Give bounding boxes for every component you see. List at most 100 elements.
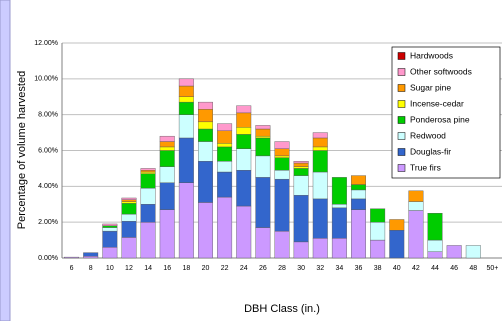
- y-tick-label: 2.00%: [38, 219, 58, 226]
- bar-segment: [140, 170, 156, 173]
- x-tick-label: 22: [221, 265, 229, 272]
- bar-segment: [217, 196, 233, 259]
- bar-segment: [274, 141, 290, 149]
- bar-segment: [159, 209, 175, 259]
- bar-segment: [159, 141, 175, 148]
- legend-label: Other softwoods: [410, 66, 472, 76]
- bar-segment: [465, 245, 481, 259]
- legend-swatch: [397, 52, 406, 60]
- bar-segment: [198, 109, 213, 123]
- x-tick-label: 18: [182, 265, 190, 272]
- bar-segment: [331, 204, 347, 209]
- x-tick-label: 42: [412, 265, 420, 272]
- bar-segment: [312, 146, 328, 151]
- x-tick-label: 28: [278, 265, 286, 272]
- bar-segment: [121, 213, 137, 222]
- bar-segment: [159, 166, 175, 183]
- x-tick-label: 50+: [486, 265, 498, 272]
- legend-label: True firs: [410, 162, 441, 172]
- bar-segment: [274, 155, 290, 158]
- x-tick-label: 8: [89, 265, 93, 272]
- bar-segment: [389, 219, 405, 231]
- bar-segment: [351, 198, 366, 210]
- bar-segment: [351, 189, 366, 200]
- bar-segment: [370, 239, 386, 259]
- bar-segment: [293, 175, 309, 196]
- bar-segment: [178, 85, 194, 97]
- bar-segment: [274, 157, 290, 171]
- bar-segment: [102, 225, 118, 228]
- bar-segment: [198, 202, 213, 259]
- bar-segment: [255, 137, 271, 157]
- y-tick-label: 6.00%: [38, 147, 58, 154]
- bar-segment: [446, 245, 462, 259]
- x-tick-label: 24: [240, 265, 248, 272]
- legend-label: Ponderosa pine: [410, 114, 470, 124]
- bar-segment: [83, 256, 99, 259]
- bar-segment: [293, 166, 309, 169]
- bar-segment: [312, 150, 328, 173]
- bar-segment: [427, 239, 443, 252]
- bar-segment: [121, 197, 137, 200]
- bar-segment: [140, 168, 156, 171]
- bar-segment: [255, 155, 271, 178]
- bar-segment: [293, 161, 309, 164]
- bar-segment: [178, 114, 194, 139]
- x-tick-label: 30: [297, 265, 305, 272]
- bar-segment: [159, 135, 175, 142]
- bar-segment: [236, 148, 252, 171]
- bar-segment: [102, 223, 118, 226]
- bar-segment: [198, 161, 213, 203]
- bar-segment: [274, 170, 290, 180]
- x-tick-label: 36: [355, 265, 363, 272]
- y-tick-label: 12.00%: [34, 40, 58, 47]
- bar-segment: [198, 141, 213, 162]
- bar-segment: [83, 252, 99, 257]
- bar-segment: [159, 182, 175, 210]
- x-tick-label: 44: [431, 265, 439, 272]
- bar-segment: [274, 230, 290, 259]
- bar-segment: [140, 171, 156, 174]
- bar-segment: [178, 96, 194, 103]
- legend-swatch: [397, 84, 406, 92]
- bar-segment: [427, 251, 443, 259]
- bar-segment: [351, 184, 366, 191]
- bar-segment: [255, 227, 271, 259]
- bar-segment: [293, 168, 309, 176]
- bar-segment: [159, 150, 175, 167]
- legend-label: Sugar pine: [410, 82, 451, 92]
- bar-segment: [312, 171, 328, 200]
- bar-segment: [217, 123, 233, 131]
- bar-segment: [217, 171, 233, 198]
- x-tick-label: 16: [163, 265, 171, 272]
- bar-segment: [312, 238, 328, 259]
- bar-segment: [121, 221, 137, 238]
- x-tick-label: 48: [469, 265, 477, 272]
- legend-label: Redwood: [410, 130, 446, 140]
- bar-segment: [217, 161, 233, 173]
- bar-segment: [351, 175, 366, 185]
- bar-segment: [217, 146, 233, 162]
- legend-swatch: [397, 100, 406, 108]
- bar-segment: [370, 208, 386, 223]
- bar-segment: [236, 134, 252, 149]
- bar-segment: [121, 199, 137, 202]
- bar-segment: [102, 247, 118, 259]
- bar-segment: [255, 128, 271, 137]
- bar-segment: [102, 227, 118, 232]
- bar-segment: [140, 187, 156, 205]
- y-tick-label: 10.00%: [34, 76, 58, 83]
- bar-segment: [198, 121, 213, 130]
- x-tick-label: 34: [335, 265, 343, 272]
- legend-swatch: [397, 148, 406, 156]
- bar-segment: [351, 209, 366, 259]
- bar-segment: [121, 237, 137, 259]
- bar-segment: [370, 221, 386, 241]
- bar-segment: [312, 137, 328, 148]
- y-tick-label: 4.00%: [38, 183, 58, 190]
- y-axis-label: Percentage of volume harvested: [16, 71, 28, 229]
- bar-segment: [236, 105, 252, 114]
- bar-segment: [255, 177, 271, 228]
- x-tick-label: 26: [259, 265, 267, 272]
